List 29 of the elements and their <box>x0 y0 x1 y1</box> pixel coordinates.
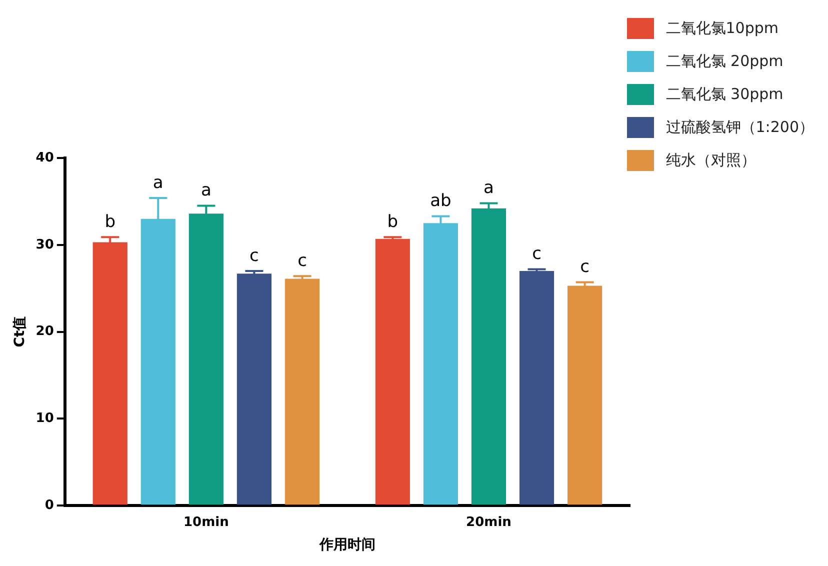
data-label: b <box>387 212 398 232</box>
legend-label: 二氧化氯 30ppm <box>666 85 784 104</box>
x-axis-title: 作用时间 <box>318 537 376 554</box>
data-label: c <box>250 246 259 266</box>
data-label: a <box>484 178 494 198</box>
data-label: c <box>532 244 542 264</box>
legend-label: 纯水（对照） <box>666 151 756 170</box>
y-tick-label: 0 <box>44 498 54 513</box>
y-axis-title: Ct值 <box>12 316 28 348</box>
data-label: c <box>580 257 590 278</box>
y-tick-label: 40 <box>36 150 54 166</box>
data-label: a <box>152 172 164 193</box>
bar <box>568 286 602 505</box>
y-tick-label: 10 <box>36 411 54 426</box>
bar <box>284 278 320 505</box>
y-tick-label: 30 <box>36 237 54 252</box>
bar <box>236 274 272 505</box>
bar <box>375 238 410 505</box>
data-label: b <box>104 212 116 232</box>
data-label: ab <box>430 191 452 212</box>
bar <box>519 270 554 505</box>
legend-label: 二氧化氯10ppm <box>666 19 779 38</box>
x-tick-label: 20min <box>466 514 512 530</box>
x-tick-label: 10min <box>183 514 229 530</box>
legend-label: 二氧化氯 20ppm <box>666 52 784 71</box>
y-tick-label: 20 <box>36 324 54 340</box>
data-label: a <box>200 180 212 201</box>
data-label: c <box>298 251 307 272</box>
legend-label: 过硫酸氢钾（1:200） <box>666 118 814 137</box>
